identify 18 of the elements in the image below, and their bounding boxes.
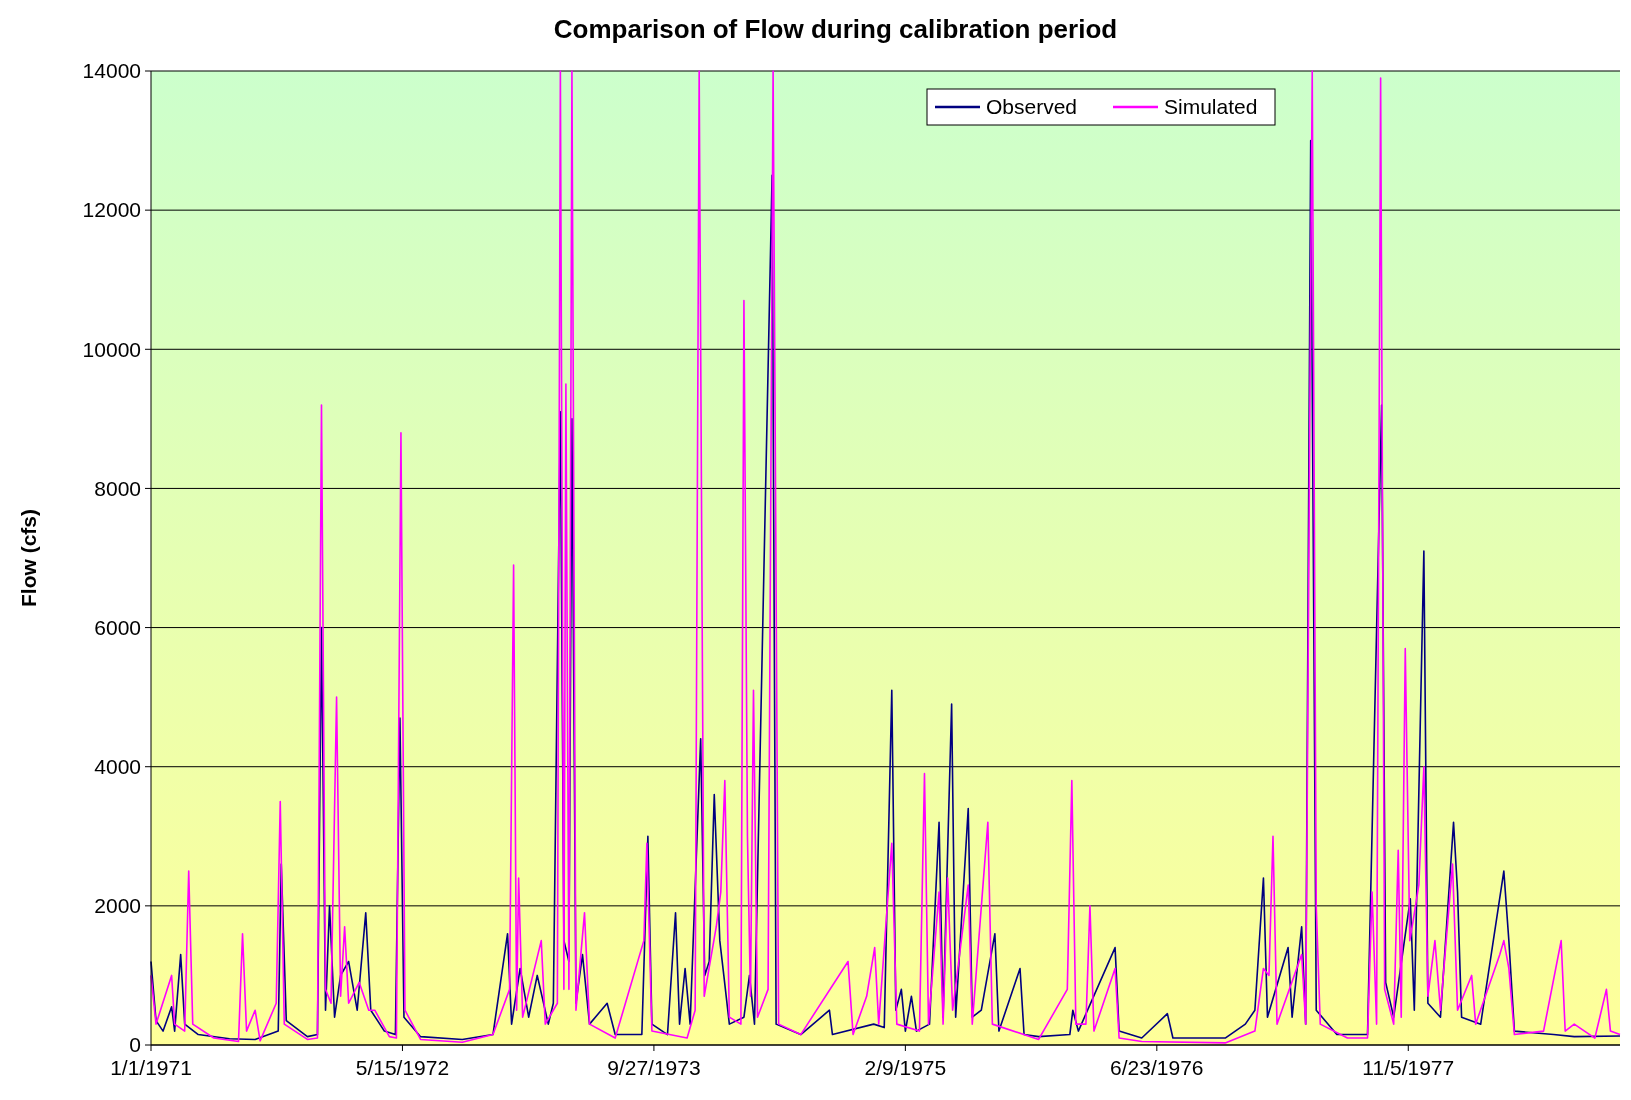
y-tick-label: 6000 — [94, 615, 141, 639]
y-tick-label: 12000 — [82, 198, 141, 222]
y-tick-label: 14000 — [82, 59, 141, 83]
y-tick-label: 0 — [129, 1033, 141, 1057]
legend-label: Observed — [986, 95, 1078, 119]
x-tick-label: 2/9/1975 — [864, 1056, 947, 1079]
y-tick-label: 8000 — [94, 476, 141, 500]
x-tick-label: 5/15/1972 — [355, 1056, 450, 1079]
y-axis-title: Flow (cfs) — [17, 509, 40, 607]
legend-label: Simulated — [1164, 95, 1258, 119]
x-tick-label: 9/27/1973 — [607, 1056, 701, 1079]
y-tick-label: 2000 — [94, 894, 141, 918]
x-tick-label: 6/23/1976 — [1110, 1056, 1204, 1079]
y-tick-label: 10000 — [82, 337, 141, 361]
y-tick-label: 4000 — [94, 755, 141, 779]
x-tick-label: 1/1/1971 — [110, 1056, 192, 1079]
chart-title: Comparison of Flow during calibration period — [553, 14, 1118, 44]
x-tick-label: 11/5/1977 — [1362, 1056, 1455, 1079]
